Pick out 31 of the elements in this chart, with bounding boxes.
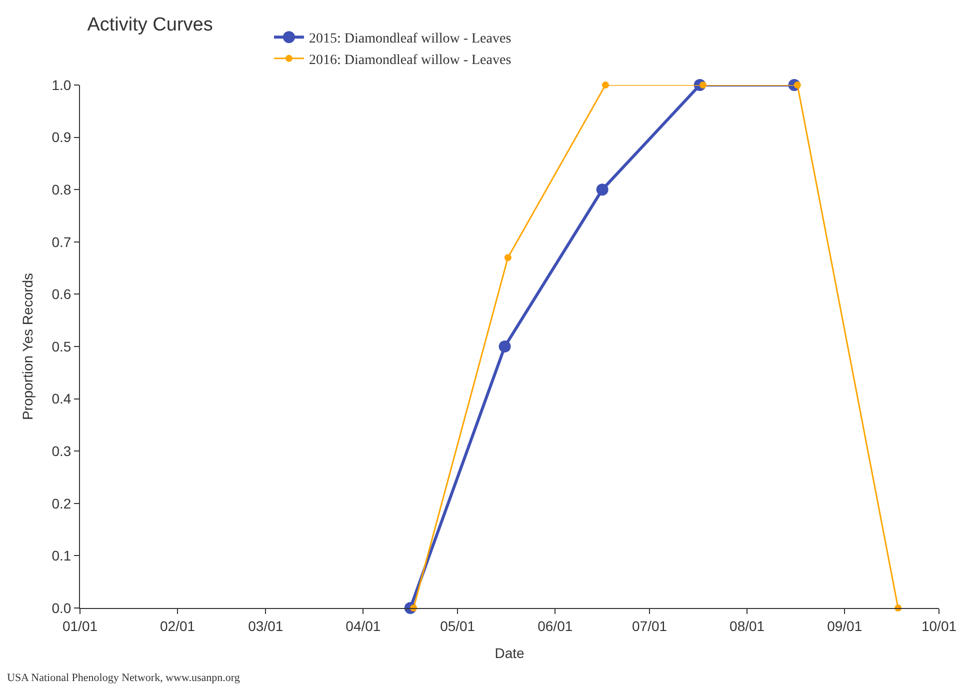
y-tick-label: 0.9 bbox=[52, 129, 72, 146]
x-axis-title: Date bbox=[494, 645, 524, 662]
x-tick-label: 02/01 bbox=[160, 618, 196, 634]
legend-label: 2015: Diamondleaf willow - Leaves bbox=[308, 32, 512, 47]
y-axis-title: Proportion Yes Records bbox=[19, 272, 36, 420]
y-tick-label: 0.2 bbox=[52, 495, 72, 512]
y-tick-label: 0.0 bbox=[52, 600, 72, 616]
y-tick-label: 0.1 bbox=[52, 548, 72, 564]
y-tick-label: 0.8 bbox=[52, 182, 72, 198]
x-tick-label: 03/01 bbox=[248, 618, 284, 634]
x-tick-label: 08/01 bbox=[730, 618, 765, 634]
x-tick-label: 05/01 bbox=[440, 618, 476, 634]
y-tick-label: 0.7 bbox=[52, 234, 72, 250]
x-tick-label: 07/01 bbox=[632, 618, 668, 634]
point bbox=[504, 254, 512, 262]
chart-title: Activity Curves bbox=[87, 14, 213, 36]
x-tick-label: 09/01 bbox=[827, 618, 862, 634]
text: USA National Phenology Network, www.usanpn.org bbox=[7, 672, 240, 684]
point bbox=[498, 340, 511, 352]
y-tick-label: 0.4 bbox=[52, 390, 72, 407]
point bbox=[596, 184, 608, 196]
y-tick-label: 0.5 bbox=[52, 338, 72, 354]
x-tick-label: 06/01 bbox=[538, 618, 573, 634]
legend-label: 2016: Diamondleaf willow - Leaves bbox=[308, 52, 512, 68]
y-tick-label: 1.0 bbox=[52, 76, 72, 93]
point bbox=[602, 82, 609, 88]
x-tick-label: 04/01 bbox=[346, 618, 381, 634]
x-tick-label: 01/01 bbox=[62, 618, 98, 634]
x-tick-label: 10/01 bbox=[921, 618, 957, 634]
y-tick-label: 0.3 bbox=[52, 443, 72, 459]
y-tick-label: 0.6 bbox=[52, 286, 72, 302]
